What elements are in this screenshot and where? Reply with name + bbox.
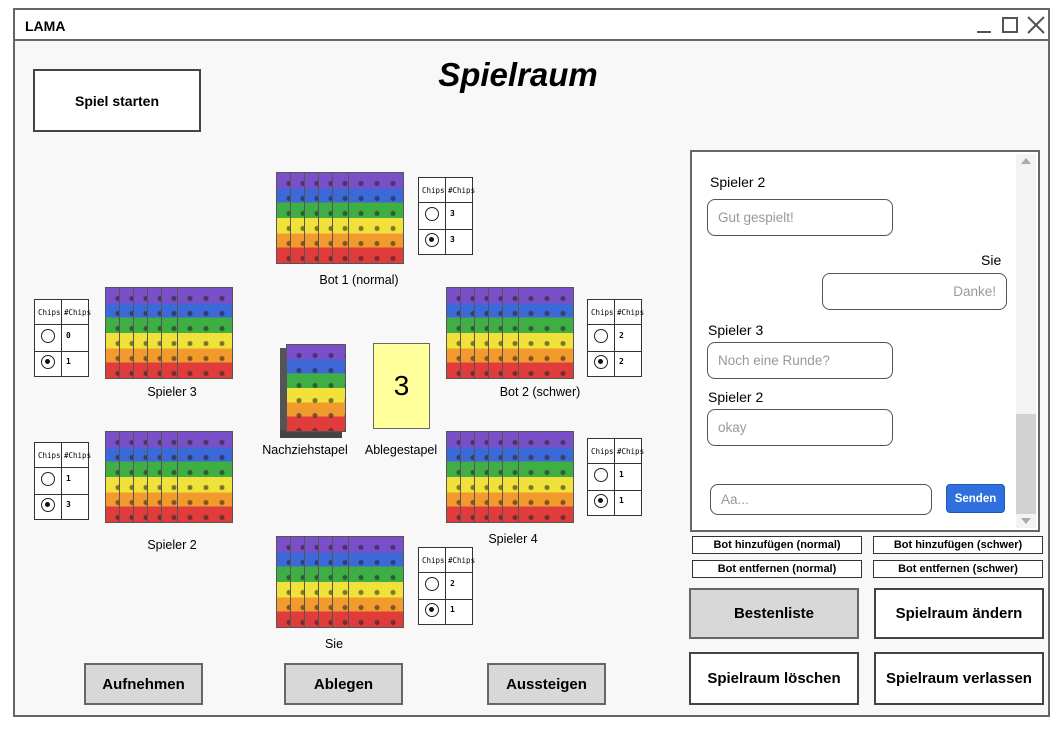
hand-spieler2 — [105, 431, 235, 523]
page-title: Spielraum — [438, 56, 598, 93]
chip-count: 3 — [450, 209, 455, 218]
player-name-spieler2: Spieler 2 — [147, 538, 197, 552]
chip-count: 3 — [66, 500, 71, 509]
start-game-button[interactable]: Spiel starten — [33, 69, 201, 132]
chat-message: Noch eine Runde? — [707, 342, 893, 379]
chip-radio-selected[interactable] — [425, 603, 439, 617]
chip-count: 2 — [619, 357, 624, 366]
chat-message: Gut gespielt! — [707, 199, 893, 236]
chip-radio-selected[interactable] — [594, 355, 608, 369]
chip-count: 0 — [66, 331, 71, 340]
card-back — [177, 287, 233, 379]
add-bot-normal-button[interactable]: Bot hinzufügen (normal) — [692, 536, 862, 554]
add-bot-hard-button[interactable]: Bot hinzufügen (schwer) — [873, 536, 1043, 554]
close-icon[interactable] — [1025, 14, 1047, 36]
player-name-spieler4: Spieler 4 — [488, 532, 538, 546]
player-name-bot2: Bot 2 (schwer) — [499, 385, 581, 399]
chip-count: 2 — [619, 331, 624, 340]
maximize-icon[interactable] — [999, 14, 1021, 36]
leave-room-button[interactable]: Spielraum verlassen — [874, 652, 1044, 705]
scroll-down-icon[interactable] — [1021, 518, 1031, 524]
chip-radio-selected[interactable] — [425, 233, 439, 247]
player-name-sie: Sie — [324, 637, 344, 651]
hand-bot1 — [276, 172, 406, 264]
hand-spieler4 — [446, 431, 576, 523]
chips-table-bot2: Chips #Chips 2 2 — [587, 299, 644, 377]
chip-count: 1 — [450, 605, 455, 614]
scroll-up-icon[interactable] — [1021, 158, 1031, 164]
chips-table-spieler4: Chips #Chips 1 1 — [587, 438, 644, 516]
chat-sender: Spieler 3 — [708, 322, 764, 338]
remove-bot-hard-button[interactable]: Bot entfernen (schwer) — [873, 560, 1043, 578]
chat-input[interactable]: Aa... — [710, 484, 932, 515]
remove-bot-normal-button[interactable]: Bot entfernen (normal) — [692, 560, 862, 578]
chip-count: 1 — [66, 357, 71, 366]
chip-radio[interactable] — [425, 207, 439, 221]
card-back[interactable] — [348, 536, 404, 628]
chip-radio[interactable] — [425, 577, 439, 591]
chips-table-sie: Chips #Chips 2 1 — [418, 547, 475, 625]
hand-sie — [276, 536, 406, 628]
window-title: LAMA — [25, 18, 66, 34]
card-back — [348, 172, 404, 264]
chip-count: 3 — [450, 235, 455, 244]
chip-radio[interactable] — [41, 472, 55, 486]
discard-pile-label: Ablegestapel — [364, 443, 438, 457]
card-back — [286, 344, 346, 432]
hand-bot2 — [446, 287, 576, 379]
chip-radio[interactable] — [594, 329, 608, 343]
chip-radio[interactable] — [41, 329, 55, 343]
scroll-thumb[interactable] — [1016, 414, 1036, 514]
chip-radio[interactable] — [594, 468, 608, 482]
draw-pile[interactable] — [280, 344, 346, 438]
chips-table-spieler2: Chips #Chips 1 3 — [34, 442, 91, 520]
chips-table-bot1: Chips #Chips 3 3 — [418, 177, 475, 255]
chip-radio-selected[interactable] — [41, 355, 55, 369]
card-back — [177, 431, 233, 523]
discard-button[interactable]: Ablegen — [284, 663, 403, 705]
pick-up-button[interactable]: Aufnehmen — [84, 663, 203, 705]
card-back — [518, 287, 574, 379]
chat-sender: Spieler 2 — [708, 389, 764, 405]
edit-room-button[interactable]: Spielraum ändern — [874, 588, 1044, 639]
discard-pile-card[interactable]: 3 — [373, 343, 430, 429]
chip-count: 1 — [619, 496, 624, 505]
chat-message: Danke! — [822, 273, 1007, 310]
minimize-icon[interactable] — [973, 14, 995, 36]
chip-count: 2 — [450, 579, 455, 588]
send-button[interactable]: Senden — [946, 484, 1005, 513]
leave-round-button[interactable]: Aussteigen — [487, 663, 606, 705]
delete-room-button[interactable]: Spielraum löschen — [689, 652, 859, 705]
leaderboard-button[interactable]: Bestenliste — [689, 588, 859, 639]
chat-message: okay — [707, 409, 893, 446]
card-back — [518, 431, 574, 523]
chip-count: 1 — [66, 474, 71, 483]
chat-sender: Sie — [981, 252, 1002, 268]
chip-radio-selected[interactable] — [594, 494, 608, 508]
chip-radio-selected[interactable] — [41, 498, 55, 512]
draw-pile-label: Nachziehstapel — [262, 443, 348, 457]
chat-sender: Spieler 2 — [710, 174, 766, 190]
hand-spieler3 — [105, 287, 235, 379]
chat-panel: Spieler 2 Gut gespielt! Sie Danke! Spiel… — [690, 150, 1040, 532]
player-name-bot1: Bot 1 (normal) — [319, 273, 399, 287]
chips-table-spieler3: Chips #Chips 0 1 — [34, 299, 91, 377]
player-name-spieler3: Spieler 3 — [147, 385, 197, 399]
chip-count: 1 — [619, 470, 624, 479]
chat-scrollbar[interactable] — [1016, 154, 1036, 528]
title-bar: LAMA — [15, 10, 1048, 41]
